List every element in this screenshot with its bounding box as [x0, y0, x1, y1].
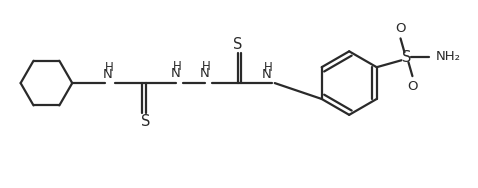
Text: O: O	[395, 22, 406, 35]
Text: NH₂: NH₂	[436, 50, 461, 63]
Text: H: H	[105, 61, 113, 74]
Text: O: O	[407, 80, 418, 92]
Text: S: S	[141, 114, 151, 129]
Text: H: H	[263, 61, 272, 74]
Text: S: S	[402, 50, 411, 65]
Text: S: S	[233, 37, 243, 52]
Text: N: N	[262, 68, 272, 81]
Text: H: H	[173, 60, 182, 73]
Text: N: N	[199, 67, 209, 80]
Text: N: N	[171, 67, 180, 80]
Text: N: N	[103, 68, 113, 81]
Text: H: H	[202, 60, 211, 73]
